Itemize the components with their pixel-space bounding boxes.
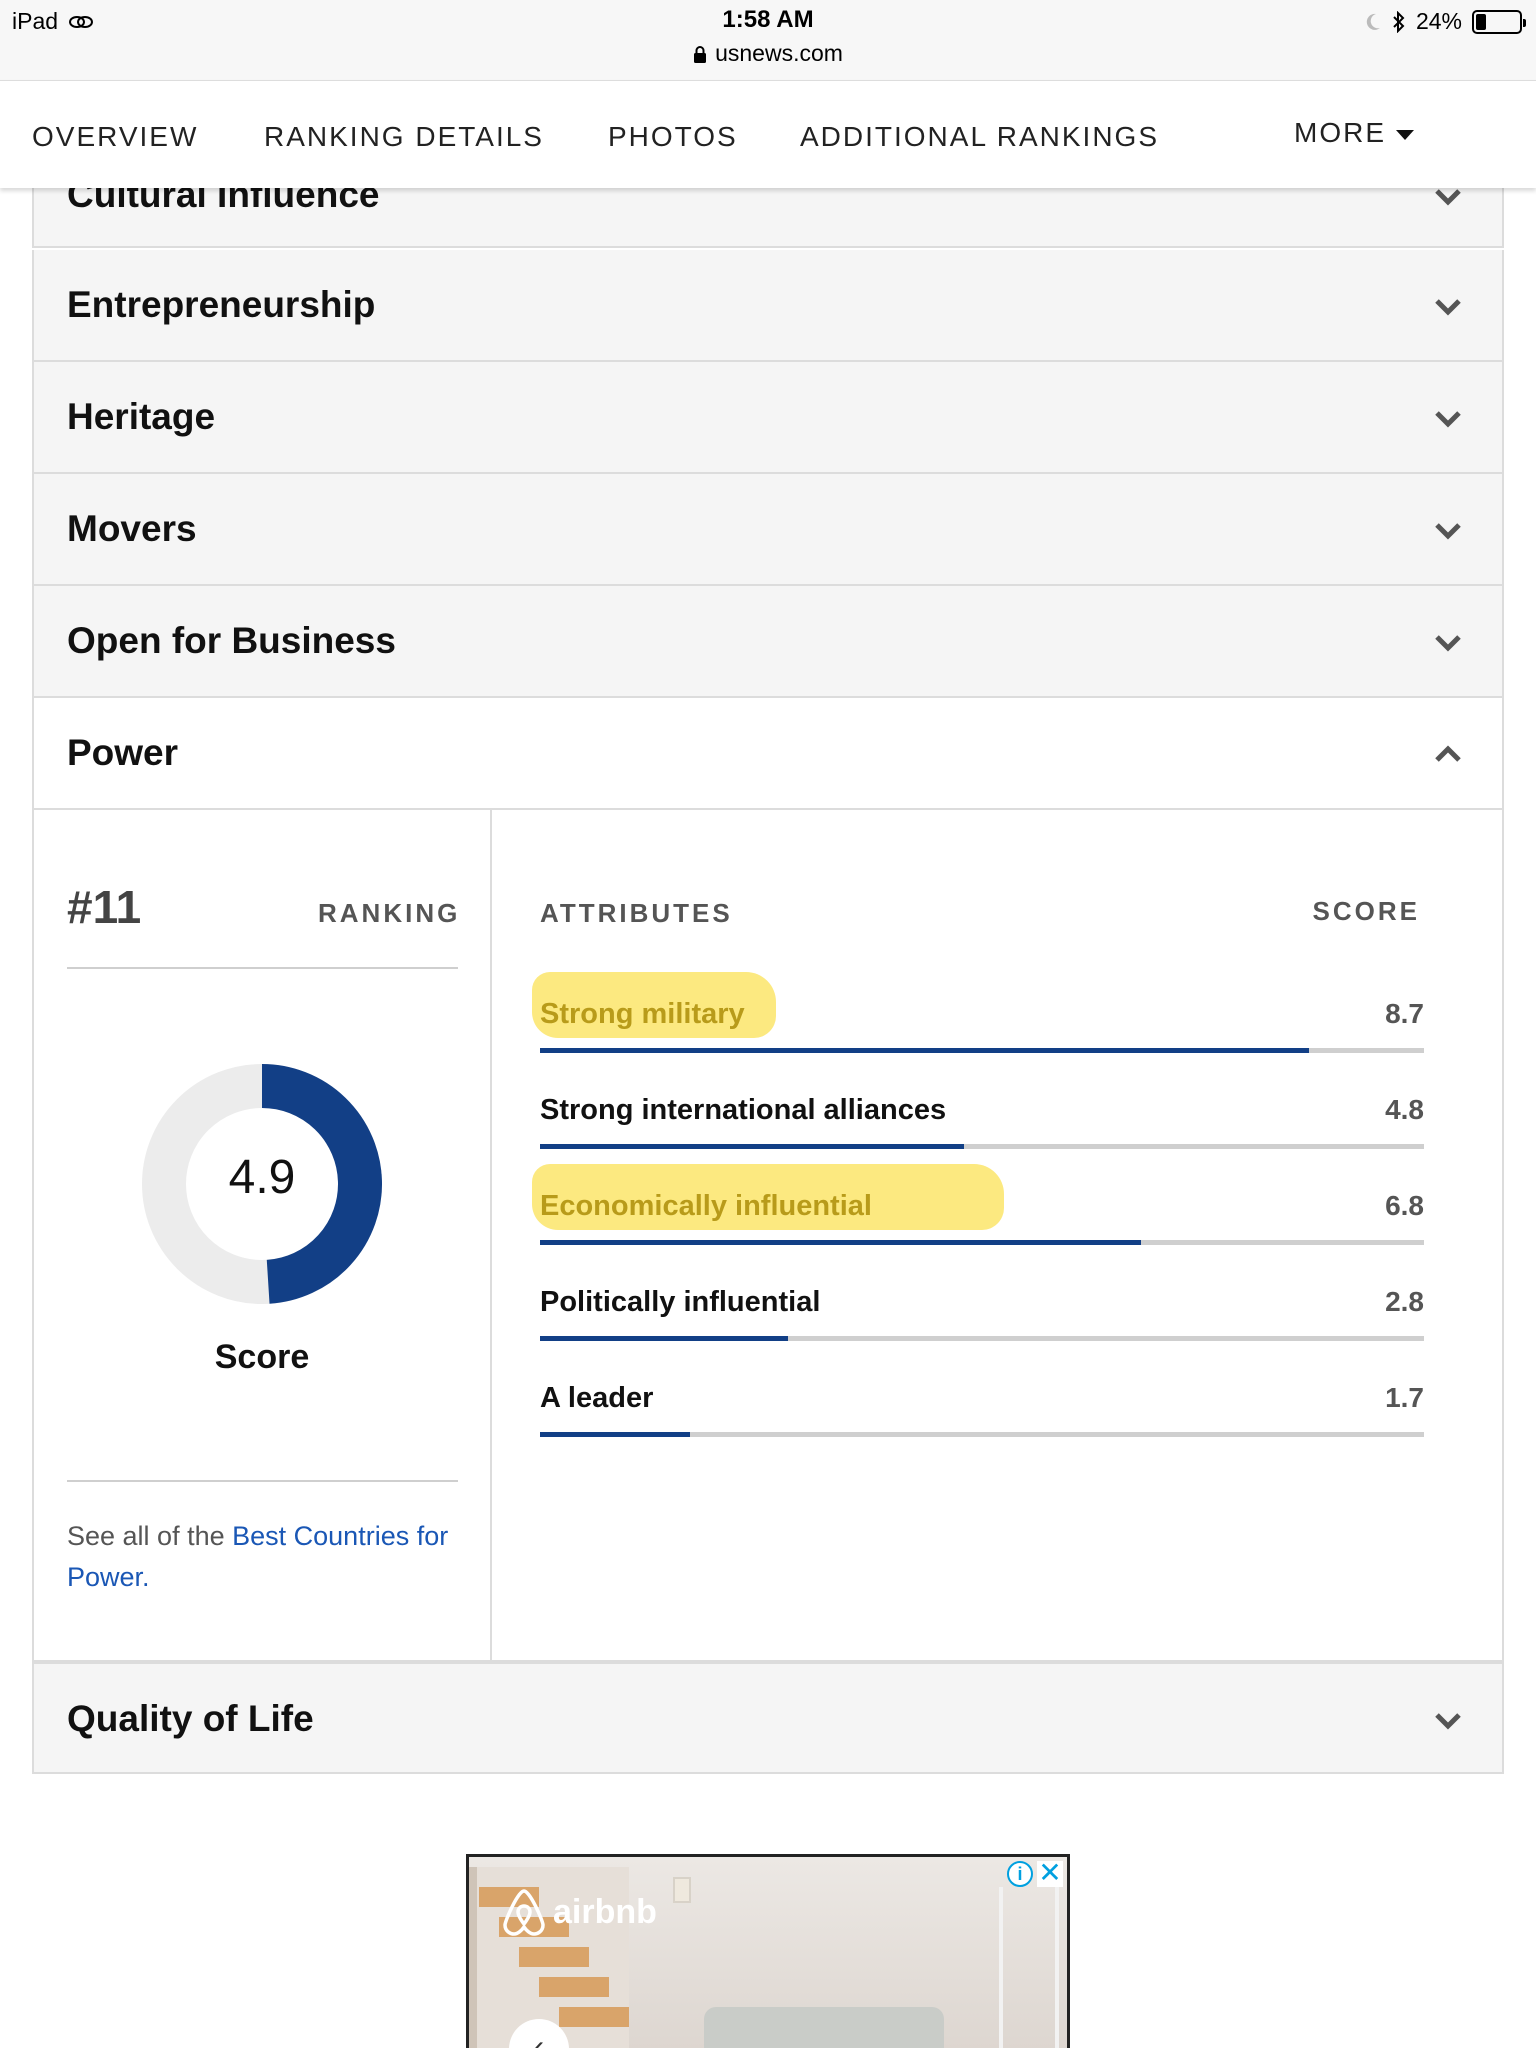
attribute-score: 1.7 [1385,1382,1424,1413]
rank-label: RANKING [318,898,461,928]
bluetooth-icon [1393,10,1405,33]
ad-brand: airbnb [501,1887,657,1937]
url-text: usnews.com [715,40,843,66]
accordion-label: Entrepreneurship [67,284,376,325]
battery-percent: 24% [1415,8,1462,34]
accordion-heritage[interactable]: Heritage [32,362,1504,474]
chevron-down-icon [1435,635,1461,652]
status-bar: iPad 1:58 AM usnews.com 24% [0,0,1536,80]
nav-photos[interactable]: PHOTOS [608,121,738,152]
advertisement[interactable]: airbnb i ✕ ‹ [466,1854,1070,2048]
score-label: Score [214,1338,310,1376]
accordion-label: Movers [67,508,197,549]
rank-number: #11 [67,881,142,933]
chevron-down-icon [1435,523,1461,540]
ad-frame-image [673,1877,691,1903]
best-countries-power-link[interactable]: Best Countries for Power. [67,1521,449,1592]
attributes-header: ATTRIBUTES [540,898,733,928]
panel-divider [490,810,492,1660]
attribute-track [540,1240,1424,1245]
accordion-label: Power [67,732,179,773]
nav-more[interactable]: MORE [1294,117,1414,149]
attribute-score: 4.8 [1385,1094,1424,1125]
ad-close-icon[interactable]: ✕ [1037,1857,1063,1888]
accordion-label: Open for Business [67,620,396,661]
rank-divider [67,967,458,969]
attribute-name: Strong military [540,998,745,1030]
accordion-quality-of-life[interactable]: Quality of Life [32,1662,1504,1774]
attribute-row: Strong military 8.7 [532,972,1424,1094]
chevron-down-icon [1435,1713,1461,1730]
accordion-label: Quality of Life [67,1698,314,1739]
left-divider [67,1480,458,1482]
accordion-power[interactable]: Power [32,698,1504,810]
clock: 1:58 AM [722,6,814,33]
score-donut [142,1064,382,1304]
status-center: 1:58 AM usnews.com [0,6,1536,67]
score-header: SCORE [1312,896,1420,926]
attribute-score: 6.8 [1385,1190,1424,1221]
score-arc [261,1064,382,1304]
ad-stairs-image [469,1867,629,2048]
accordion-label: Heritage [67,396,216,437]
attribute-track [540,1336,1424,1341]
attribute-fill [540,1144,965,1149]
attribute-score: 8.7 [1385,998,1424,1029]
battery-icon [1472,9,1526,34]
chevron-up-icon [1435,745,1461,762]
chevron-down-icon [1435,411,1461,428]
device-name: iPad [12,8,59,34]
accordion-entrepreneurship[interactable]: Entrepreneurship [32,250,1504,362]
highlight-mark [532,1164,1004,1230]
highlight-mark [532,972,776,1038]
moon-icon [1366,13,1380,30]
nav-ranking-details[interactable]: RANKING DETAILS [264,121,544,152]
ad-info-icon[interactable]: i [1007,1861,1033,1887]
battery-fill [1476,13,1487,30]
attribute-row: Strong international alliances 4.8 [540,1094,1424,1190]
attribute-track [540,1432,1424,1437]
see-all-text: See all of the Best Countries for Power. [67,1516,467,1598]
attribute-row: Economically influential 6.8 [532,1164,1424,1286]
attribute-fill [540,1048,1310,1053]
power-panel: #11 RANKING 4.9 Score See all of the Bes… [32,810,1504,1662]
attribute-track [540,1048,1424,1053]
see-all-prefix: See all of the [67,1521,233,1551]
nav-additional-rankings[interactable]: ADDITIONAL RANKINGS [800,121,1160,152]
chevron-down-icon [1435,189,1461,206]
score-value: 4.9 [228,1151,296,1204]
attribute-name: Politically influential [540,1286,821,1318]
status-left: iPad [12,8,94,35]
attribute-fill [540,1432,691,1437]
hotspot-icon [69,15,94,28]
attribute-track [540,1144,1424,1149]
status-right: 24% [1364,8,1526,35]
ad-brand-name: airbnb [553,1892,657,1931]
section-nav: OVERVIEW RANKING DETAILS PHOTOS ADDITION… [0,80,1536,188]
attribute-row: Politically influential 2.8 [540,1286,1424,1382]
ad-controls: i ✕ [1007,1857,1063,1888]
attribute-fill [540,1336,788,1341]
accordion-movers[interactable]: Movers [32,474,1504,586]
attribute-score: 2.8 [1385,1286,1424,1317]
attribute-name: A leader [540,1382,654,1414]
ad-shelf-image [999,1887,1059,2048]
airbnb-logo-icon [503,1889,545,1936]
caret-down-icon [1396,129,1414,140]
chevron-down-icon [1435,299,1461,316]
nav-overview[interactable]: OVERVIEW [32,121,199,152]
attribute-fill [540,1240,1142,1245]
nav-more-label: MORE [1294,117,1386,148]
lock-icon [694,46,707,63]
attribute-name: Economically influential [540,1190,872,1222]
attribute-row: A leader 1.7 [540,1382,1424,1478]
attribute-name: Strong international alliances [540,1094,947,1126]
accordion-open-for-business[interactable]: Open for Business [32,586,1504,698]
address-bar[interactable]: usnews.com [0,40,1536,67]
ad-sofa-image [704,2007,944,2048]
